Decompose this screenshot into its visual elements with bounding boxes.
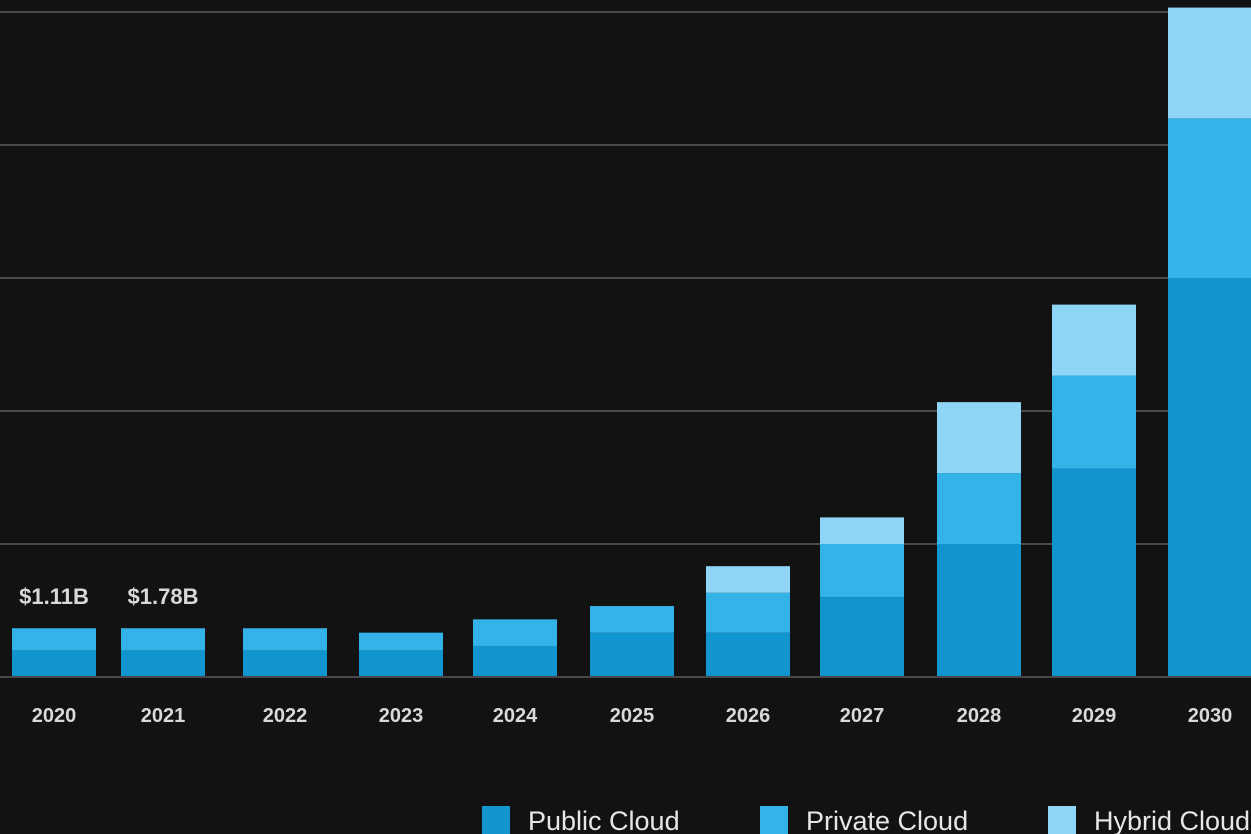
bar-segment-public-cloud — [1052, 468, 1136, 677]
bar-segment-public-cloud — [1168, 278, 1251, 677]
x-tick-label: 2027 — [840, 705, 885, 727]
gridlines — [0, 11, 1251, 545]
bar-segment-hybrid-cloud — [706, 566, 790, 593]
data-label: $1.11B — [19, 584, 89, 609]
bar-group-2026 — [706, 566, 790, 677]
bar-segment-public-cloud — [590, 632, 674, 677]
x-tick-labels: 2020 2021 2022 2023 2024 2025 2026 2027 2028 2029… — [32, 705, 1233, 727]
x-tick-label: 2023 — [379, 705, 424, 727]
legend-label-public-cloud: Public Cloud — [528, 806, 680, 834]
bar-segment-private-cloud — [590, 606, 674, 633]
x-tick-label: 2021 — [141, 705, 186, 727]
x-tick-label: 2026 — [726, 705, 771, 727]
bar-segment-hybrid-cloud — [1052, 304, 1136, 376]
bar-segment-private-cloud — [937, 473, 1021, 544]
bar-segment-public-cloud — [820, 597, 904, 677]
bar-group-2028 — [937, 402, 1021, 677]
bar-segment-private-cloud — [1052, 375, 1136, 469]
bar-group-2029 — [1052, 304, 1136, 677]
legend-label-hybrid-cloud: Hybrid Cloud — [1094, 806, 1250, 834]
legend-swatch-private-cloud — [760, 806, 788, 834]
legend-swatch-hybrid-cloud — [1048, 806, 1076, 834]
bar-group-2027 — [820, 517, 904, 677]
bar-segment-public-cloud — [121, 650, 205, 677]
bar-group-2023 — [359, 632, 443, 677]
bar-segment-public-cloud — [473, 645, 557, 677]
bar-group-2030 — [1168, 7, 1251, 677]
bar-group-2022 — [243, 628, 327, 677]
x-tick-label: 2024 — [493, 705, 538, 727]
bar-groups — [12, 7, 1251, 677]
bar-segment-private-cloud — [121, 628, 205, 651]
bar-segment-private-cloud — [820, 544, 904, 598]
bar-segment-private-cloud — [706, 592, 790, 633]
x-tick-label: 2025 — [610, 705, 655, 727]
bar-segment-private-cloud — [12, 628, 96, 651]
legend-swatch-public-cloud — [482, 806, 510, 834]
bar-segment-public-cloud — [12, 650, 96, 677]
data-labels: $1.11B $1.78B — [19, 584, 198, 609]
bar-group-2024 — [473, 619, 557, 677]
bar-segment-public-cloud — [937, 544, 1021, 677]
x-tick-label: 2022 — [263, 705, 308, 727]
bar-segment-public-cloud — [243, 650, 327, 677]
legend-label-private-cloud: Private Cloud — [806, 806, 968, 834]
legend: Public Cloud Private Cloud Hybrid Cloud — [482, 806, 1250, 834]
bar-segment-public-cloud — [359, 650, 443, 677]
bar-group-2025 — [590, 606, 674, 677]
bar-segment-hybrid-cloud — [820, 517, 904, 544]
x-tick-label: 2029 — [1072, 705, 1117, 727]
bar-segment-private-cloud — [359, 632, 443, 651]
x-tick-label: 2020 — [32, 705, 77, 727]
x-tick-label: 2030 — [1188, 705, 1233, 727]
bar-segment-public-cloud — [706, 632, 790, 677]
bar-segment-hybrid-cloud — [1168, 7, 1251, 119]
bar-segment-private-cloud — [243, 628, 327, 651]
data-label: $1.78B — [128, 584, 199, 609]
bar-group-2020 — [12, 628, 96, 677]
bar-segment-private-cloud — [1168, 118, 1251, 279]
x-tick-label: 2028 — [957, 705, 1002, 727]
bar-group-2021 — [121, 628, 205, 677]
bar-segment-private-cloud — [473, 619, 557, 646]
bar-segment-hybrid-cloud — [937, 402, 1021, 474]
